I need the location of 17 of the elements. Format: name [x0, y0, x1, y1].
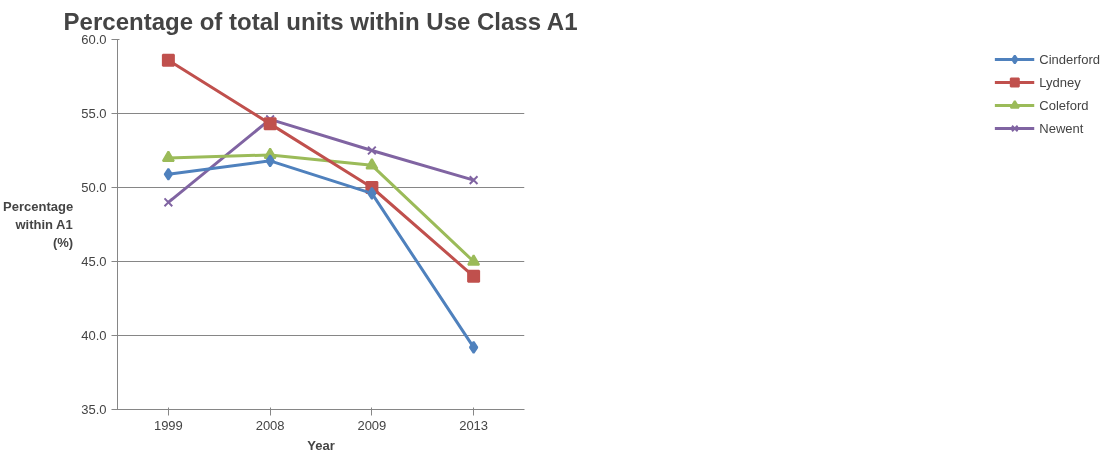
y-axis-title: Percentage within A1 (%) — [3, 199, 74, 250]
x-tick-label: 2009 — [357, 417, 387, 433]
legend-label: Coleford — [1039, 97, 1089, 113]
chart-title: Percentage of total units within Use Class A1 — [63, 7, 578, 35]
legend-label: Newent — [1039, 120, 1084, 136]
x-tick-label: 2013 — [459, 417, 489, 433]
x-tick-label: 1999 — [153, 417, 183, 433]
legend-label: Lydney — [1039, 74, 1081, 90]
y-tick-label: 50.0 — [81, 180, 107, 195]
y-tick-label: 40.0 — [81, 328, 107, 343]
y-tick-label: 55.0 — [81, 106, 107, 121]
y-tick-label: 60.0 — [81, 32, 107, 47]
y-tick-label: 35.0 — [81, 402, 107, 417]
x-axis-title: Year — [307, 437, 335, 453]
x-tick-label: 2008 — [255, 417, 285, 433]
legend-label: Cinderford — [1039, 51, 1100, 67]
y-tick-label: 45.0 — [81, 254, 107, 269]
